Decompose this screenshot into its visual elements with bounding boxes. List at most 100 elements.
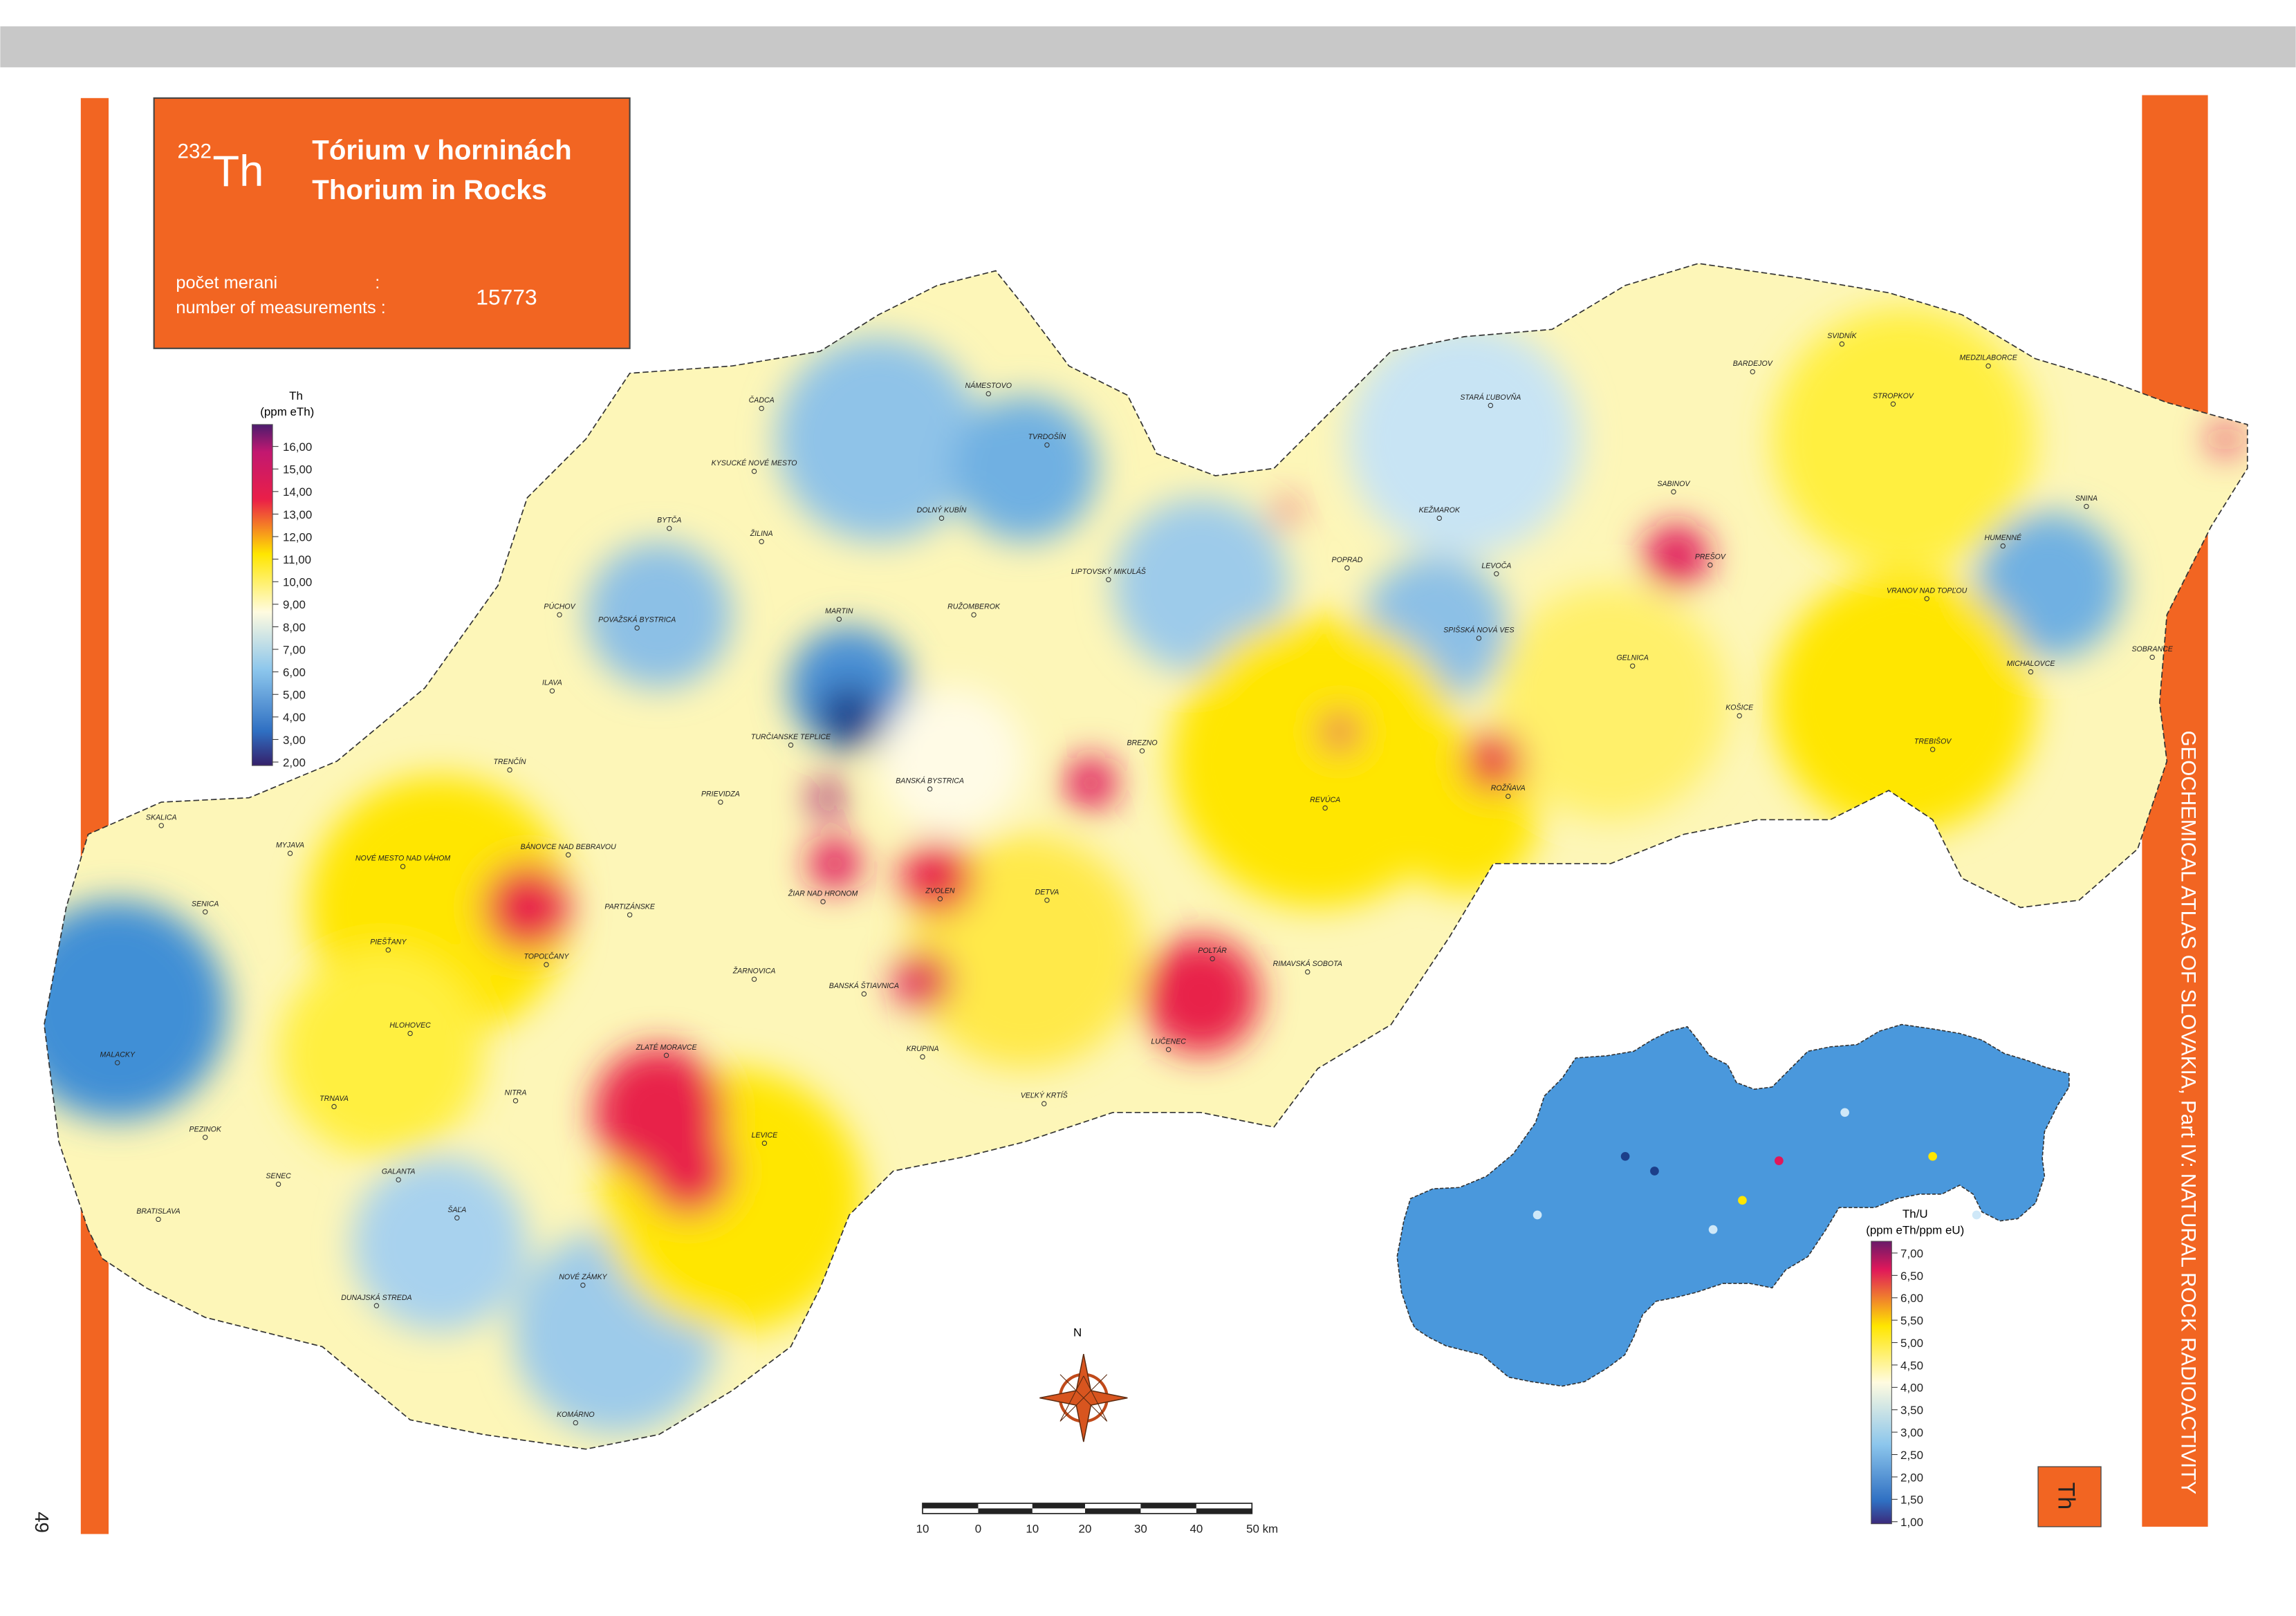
legend-tick-label: 7,00: [283, 643, 306, 656]
city-marker: [580, 1282, 586, 1288]
city-marker: [1985, 363, 1991, 369]
city-label: RUŽOMBEROK: [947, 602, 1001, 611]
heatmap: [44, 263, 2248, 1449]
city-label: LIPTOVSKÝ MIKULÁŠ: [1071, 567, 1146, 576]
north-label: N: [1073, 1326, 1082, 1339]
inset-speck: [1620, 1151, 1630, 1161]
city-label: PARTIZÁNSKE: [604, 902, 655, 911]
city-marker: [634, 625, 640, 631]
city-label: ČADCA: [749, 396, 775, 405]
city-marker: [861, 991, 867, 997]
legend-unit: (ppm eTh): [260, 405, 314, 418]
isotope-mass: 232: [178, 140, 212, 163]
city-label: ŽIAR NAD HRONOM: [788, 889, 858, 898]
scale-label: 10: [1026, 1522, 1039, 1535]
city-marker: [759, 539, 764, 544]
heat-blob: [1274, 500, 1297, 524]
heat-blob: [810, 780, 845, 816]
city-label: PIEŠŤANY: [370, 937, 407, 946]
inset-legend-tick-label: 2,50: [1900, 1449, 1923, 1462]
city-label: TVRDOŠÍN: [1028, 432, 1066, 441]
legend-tick-label: 16,00: [283, 440, 312, 454]
city-marker: [1139, 748, 1145, 754]
city-label: BANSKÁ BYSTRICA: [896, 777, 964, 786]
legend-tick-label: 4,00: [283, 711, 306, 724]
city-label: PREŠOV: [1695, 552, 1726, 561]
city-label: MALACKY: [100, 1050, 136, 1059]
corner-label: Th: [2053, 1483, 2080, 1510]
city-marker: [1737, 713, 1742, 718]
city-label: PRIEVIDZA: [701, 790, 740, 799]
thu-inset-map: [1396, 1023, 2070, 1387]
city-marker: [1344, 565, 1350, 571]
heat-blob: [1464, 732, 1523, 791]
heat-blob: [893, 951, 952, 1010]
city-label: LUČENEC: [1151, 1037, 1186, 1046]
city-marker: [454, 1215, 460, 1220]
city-marker: [985, 391, 991, 397]
city-label: VRANOV NAD TOPĽOU: [1887, 586, 1968, 595]
city-marker: [1506, 793, 1511, 799]
heat-blob: [351, 1156, 528, 1332]
city-label: SNINA: [2075, 494, 2098, 503]
city-marker: [927, 786, 933, 792]
left-strip: [80, 97, 109, 1534]
top-shadow: [0, 26, 2296, 68]
city-label: KRUPINA: [906, 1045, 938, 1053]
city-label: SVIDNÍK: [1827, 331, 1857, 340]
legend-tick-label: 12,00: [283, 530, 312, 544]
heat-blob: [817, 685, 882, 750]
city-marker: [820, 899, 826, 904]
city-marker: [331, 1104, 337, 1110]
city-marker: [2028, 669, 2034, 675]
city-marker: [938, 515, 945, 521]
city-marker: [1671, 489, 1676, 494]
city-marker: [751, 468, 757, 474]
heat-blob: [1171, 615, 1465, 908]
city-marker: [751, 976, 757, 982]
heat-blob: [1771, 570, 2035, 835]
heat-blob: [776, 336, 981, 542]
city-label: POPRAD: [1332, 556, 1363, 564]
heat-blob: [1493, 585, 1728, 820]
legend-tick-label: 15,00: [283, 463, 312, 476]
city-label: SPIŠSKÁ NOVÁ VES: [1443, 625, 1514, 634]
city-marker: [920, 1054, 925, 1060]
city-label: PEZINOK: [189, 1125, 222, 1133]
right-strip: [2142, 95, 2208, 1527]
city-label: TOPOĽČANY: [524, 952, 569, 961]
city-label: BANSKÁ ŠTIAVNICA: [829, 981, 899, 990]
city-marker: [287, 851, 293, 856]
legend-tick-label: 8,00: [283, 621, 306, 634]
element: Th: [212, 147, 263, 196]
city-label: GALANTA: [382, 1168, 416, 1176]
scale-label: 50 km: [1246, 1522, 1278, 1535]
city-label: KOMÁRNO: [557, 1410, 595, 1419]
heat-blob: [1322, 714, 1358, 750]
city-marker: [759, 405, 764, 411]
city-marker: [627, 912, 633, 918]
city-marker: [836, 616, 842, 622]
city-label: DETVA: [1035, 888, 1059, 896]
city-label: ŽARNOVICA: [732, 967, 776, 976]
side-text: GEOCHEMICAL ATLAS OF SLOVAKIA, Part IV: …: [2176, 731, 2199, 1495]
inset-legend-tick-label: 6,00: [1900, 1292, 1923, 1305]
city-label: NOVÉ MESTO NAD VÁHOM: [355, 854, 451, 863]
city-marker: [1488, 402, 1494, 409]
compass: [1039, 1353, 1128, 1442]
heat-blob: [278, 951, 483, 1157]
city-label: TREBIŠOV: [1914, 736, 1952, 745]
legend-title: Th: [289, 389, 303, 402]
legend-tick-label: 10,00: [283, 576, 312, 589]
city-label: GELNICA: [1616, 654, 1648, 662]
inset-speck: [1708, 1225, 1718, 1234]
inset-legend-tick-label: 5,50: [1900, 1315, 1923, 1328]
city-label: NITRA: [505, 1088, 527, 1097]
city-label: NOVÉ ZÁMKY: [559, 1272, 607, 1281]
city-marker: [573, 1420, 579, 1426]
city-marker: [937, 896, 943, 902]
city-label: NÁMESTOVO: [965, 381, 1012, 390]
inset-legend-unit: (ppm eTh/ppm eU): [1866, 1224, 1964, 1237]
city-marker: [1305, 969, 1311, 975]
